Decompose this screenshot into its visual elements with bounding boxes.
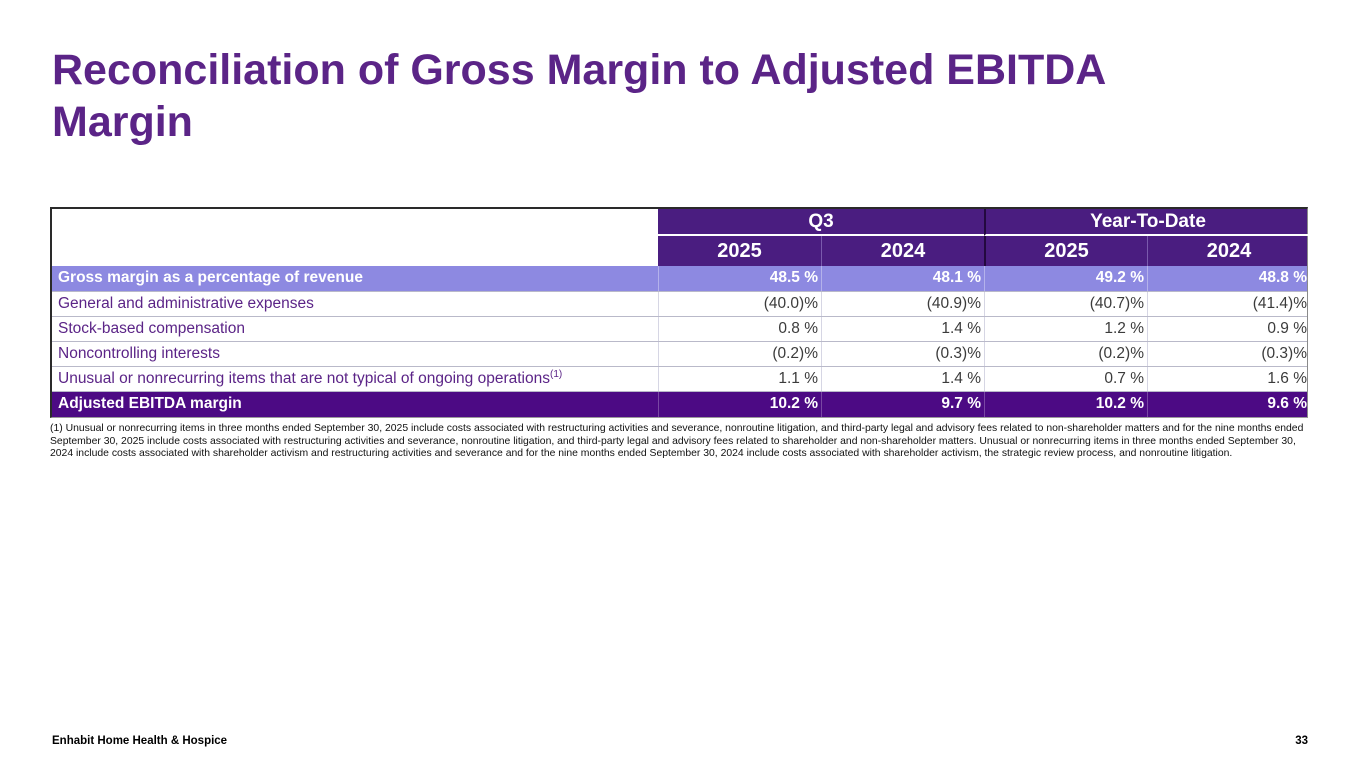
footer-brand: Enhabit Home Health & Hospice: [52, 735, 228, 747]
page-number: 33: [1295, 735, 1308, 747]
cell-value: 9.7 %: [821, 392, 984, 417]
cell-value: 49.2 %: [984, 266, 1147, 291]
table-corner-cell: [52, 209, 658, 236]
cell-value: 0.8 %: [658, 317, 821, 341]
cell-value: (40.0)%: [658, 292, 821, 316]
reconciliation-table: Q3 Year-To-Date 2025 2024 2025 2024 Gros…: [50, 207, 1310, 418]
row-label: Stock-based compensation: [58, 320, 245, 337]
table-row-noncontrolling-interests: Noncontrolling interests (0.2)% (0.3)% (…: [52, 341, 1307, 366]
cell-value: 48.8 %: [1147, 266, 1310, 291]
column-header-q3-2024: 2024: [821, 236, 984, 266]
table-header-group-row: Q3 Year-To-Date: [52, 209, 1310, 236]
table-row-adjusted-ebitda: Adjusted EBITDA margin 10.2 % 9.7 % 10.2…: [52, 391, 1307, 417]
column-header-q3-2025: 2025: [717, 239, 762, 262]
table-row-unusual-items: Unusual or nonrecurring items that are n…: [52, 366, 1307, 391]
cell-value: 1.4 %: [821, 367, 984, 391]
row-label: Adjusted EBITDA margin: [58, 395, 242, 412]
cell-value: 48.5 %: [658, 266, 821, 291]
cell-value: 0.7 %: [984, 367, 1147, 391]
cell-value: (40.7)%: [984, 292, 1147, 316]
cell-value: 1.2 %: [984, 317, 1147, 341]
column-header-ytd-2024: 2024: [1147, 236, 1310, 266]
table-corner-cell: [52, 236, 658, 266]
cell-value: 10.2 %: [658, 392, 821, 417]
column-group-q3: Q3: [658, 209, 984, 236]
cell-value: 9.6 %: [1147, 392, 1310, 417]
cell-value: (0.3)%: [821, 342, 984, 366]
row-label: General and administrative expenses: [58, 295, 314, 312]
cell-value: 0.9 %: [1147, 317, 1310, 341]
row-label: Unusual or nonrecurring items that are n…: [58, 368, 563, 387]
cell-value: (0.3)%: [1147, 342, 1310, 366]
cell-value: 1.6 %: [1147, 367, 1310, 391]
footnote-reference: (1): [549, 368, 563, 380]
table-header-year-row: 2025 2024 2025 2024: [52, 236, 1307, 266]
cell-value: (40.9)%: [821, 292, 984, 316]
table-row-general-admin: General and administrative expenses (40.…: [52, 291, 1307, 316]
cell-value: 1.4 %: [821, 317, 984, 341]
column-group-ytd: Year-To-Date: [984, 209, 1310, 236]
table-row-gross-margin: Gross margin as a percentage of revenue …: [52, 266, 1307, 291]
row-label: Noncontrolling interests: [58, 345, 220, 362]
cell-value: 1.1 %: [658, 367, 821, 391]
row-label: Gross margin as a percentage of revenue: [58, 269, 363, 286]
cell-value: 48.1 %: [821, 266, 984, 291]
cell-value: 10.2 %: [984, 392, 1147, 417]
page-title: Reconciliation of Gross Margin to Adjust…: [52, 46, 1105, 147]
cell-value: (0.2)%: [658, 342, 821, 366]
footnote-text: (1) Unusual or nonrecurring items in thr…: [50, 423, 1304, 460]
column-header-ytd-2025: 2025: [984, 236, 1147, 266]
cell-value: (41.4)%: [1147, 292, 1310, 316]
table-row-stock-compensation: Stock-based compensation 0.8 % 1.4 % 1.2…: [52, 316, 1307, 341]
cell-value: (0.2)%: [984, 342, 1147, 366]
